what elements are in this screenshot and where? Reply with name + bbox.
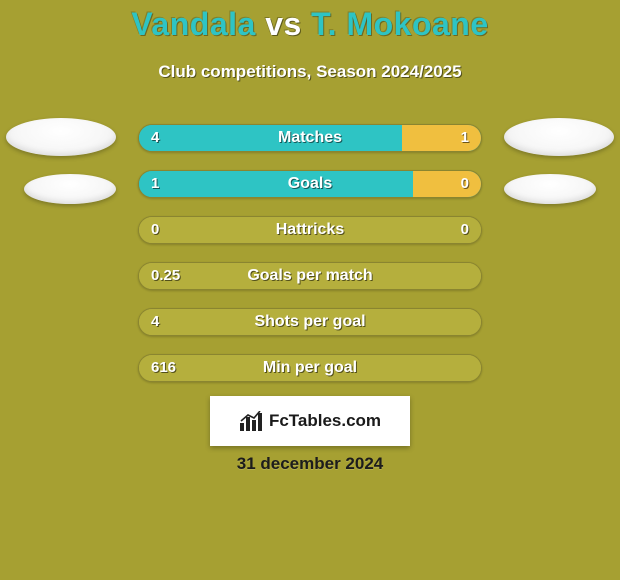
comparison-infographic: Vandala vs T. Mokoane Club competitions,…: [0, 0, 620, 580]
page-title: Vandala vs T. Mokoane: [0, 6, 620, 43]
stat-row: 00Hattricks: [138, 216, 482, 244]
stat-bar-left: [139, 217, 481, 243]
branding-text: FcTables.com: [269, 411, 381, 431]
stat-row: 41Matches: [138, 124, 482, 152]
stat-row: 0.25Goals per match: [138, 262, 482, 290]
stat-bar-left: [139, 125, 402, 151]
player1-avatar-top: [6, 118, 116, 156]
player2-name: T. Mokoane: [311, 6, 488, 42]
stat-bar-left: [139, 171, 413, 197]
player2-avatar-top: [504, 118, 614, 156]
player2-avatar-bottom: [504, 174, 596, 204]
player1-name: Vandala: [131, 6, 255, 42]
stat-bar-left: [139, 355, 481, 381]
branding-box: FcTables.com: [210, 396, 410, 446]
stat-bar-left: [139, 309, 481, 335]
stat-row: 4Shots per goal: [138, 308, 482, 336]
stats-rows: 41Matches 10Goals 00Hattricks 0.25Goals per…: [138, 124, 482, 400]
stat-bar-right: [413, 171, 481, 197]
date-text: 31 december 2024: [0, 454, 620, 474]
subtitle: Club competitions, Season 2024/2025: [0, 62, 620, 82]
stat-bar-left: [139, 263, 481, 289]
stat-bar-right: [402, 125, 481, 151]
player1-avatar-bottom: [24, 174, 116, 204]
stat-row: 616Min per goal: [138, 354, 482, 382]
vs-separator: vs: [265, 6, 302, 42]
stat-row: 10Goals: [138, 170, 482, 198]
bar-chart-icon: [239, 411, 263, 431]
